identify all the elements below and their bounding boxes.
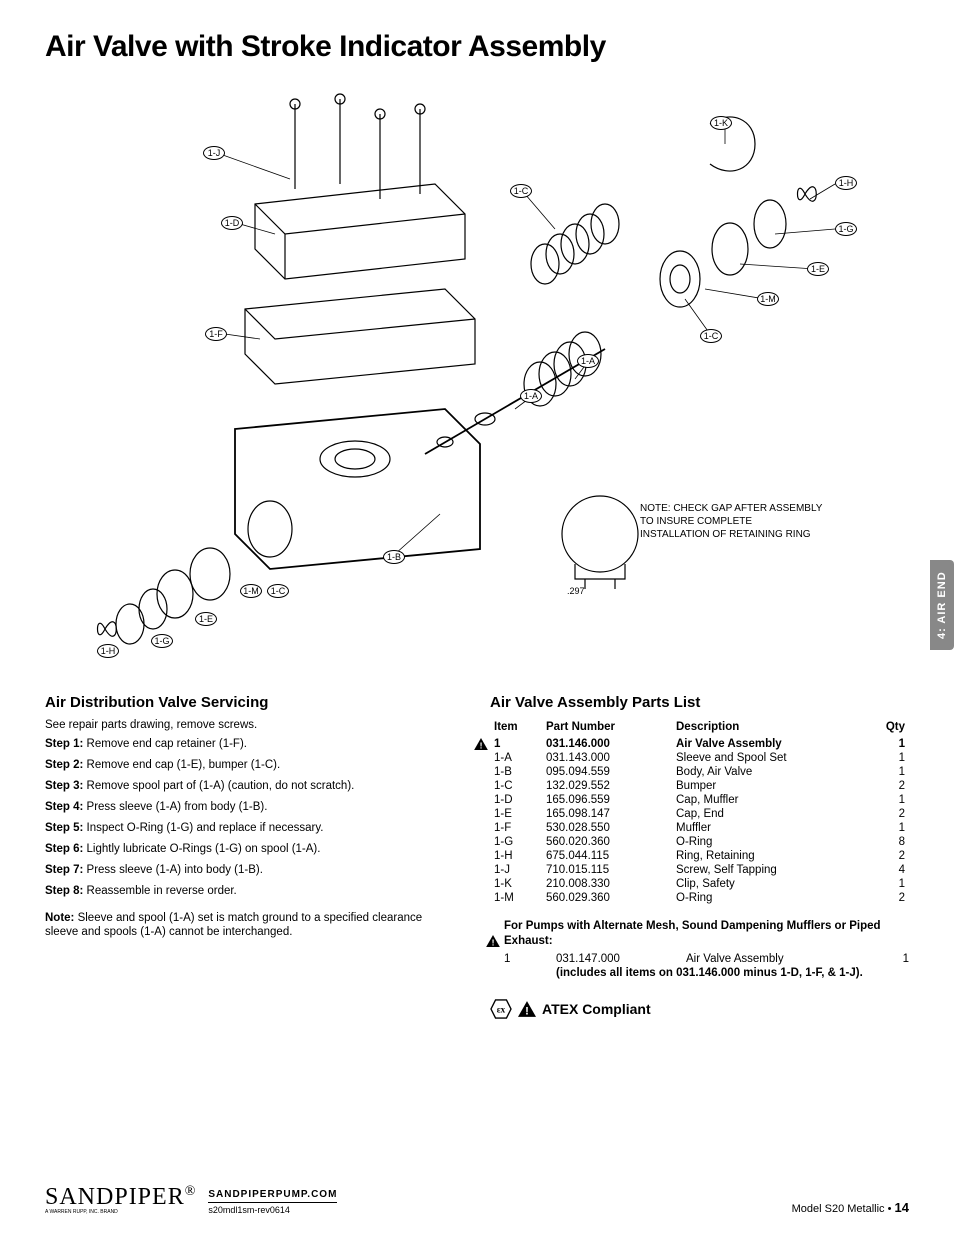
diagram-note: NOTE: CHECK GAP AFTER ASSEMBLY TO INSURE… [640,502,822,541]
step: Step 5: Inspect O-Ring (1-G) and replace… [45,821,450,836]
svg-text:!: ! [492,937,495,947]
callout: 1-E [807,262,829,276]
th-item: Item [490,719,542,737]
brand-logo: SANDPIPER® A WARREN RUPP, INC. BRAND [45,1184,196,1215]
ex-icon: εx [490,999,512,1019]
alt-heading: For Pumps with Alternate Mesh, Sound Dam… [490,919,909,949]
servicing-note: Note: Sleeve and spool (1-A) set is matc… [45,911,450,941]
th-qty: Qty [879,719,909,737]
table-row: 1-K210.008.330Clip, Safety1 [490,877,909,891]
step: Step 6: Lightly lubricate O-Rings (1-G) … [45,842,450,857]
svg-text:!: ! [480,740,483,750]
callout: 1-H [97,644,119,658]
callout: 1-C [510,184,532,198]
table-row: !1031.146.000Air Valve Assembly1 [490,737,909,751]
callout: 1-K [710,116,732,130]
th-pn: Part Number [542,719,672,737]
svg-text:εx: εx [497,1005,506,1015]
warning-icon: ! [474,738,488,750]
table-row: 1-C132.029.552Bumper2 [490,779,909,793]
servicing-column: Air Distribution Valve Servicing See rep… [45,694,450,1019]
footer-url: SANDPIPERPUMP.COM [208,1189,337,1203]
step: Step 8: Reassemble in reverse order. [45,884,450,899]
table-row: 1-A031.143.000Sleeve and Spool Set1 [490,751,909,765]
callout: 1-G [835,222,857,236]
exploded-diagram: 1-J 1-D 1-F 1-B 1-M 1-C 1-E 1-G 1-H 1-C … [45,84,909,674]
gap-dimension: .297 [567,586,585,598]
section-tab: 4: AIR END [930,560,954,650]
table-row: 1-D165.096.559Cap, Muffler1 [490,793,909,807]
callout: 1-A [520,389,542,403]
warning-icon: ! [486,935,500,947]
warning-icon: ! [518,1001,536,1017]
step: Step 1: Remove end cap retainer (1-F). [45,737,450,752]
servicing-heading: Air Distribution Valve Servicing [45,694,450,711]
svg-text:!: ! [525,1006,529,1017]
callout: 1-E [195,612,217,626]
table-row: 1-F530.028.550Muffler1 [490,821,909,835]
parts-heading: Air Valve Assembly Parts List [490,694,909,711]
footer-rev: s20mdl1sm-rev0614 [208,1205,337,1215]
callout: 1-D [221,216,243,230]
step: Step 4: Press sleeve (1-A) from body (1-… [45,800,450,815]
servicing-intro: See repair parts drawing, remove screws. [45,719,450,731]
atex-compliant: εx ! ATEX Compliant [490,999,909,1019]
callout: 1-C [267,584,289,598]
step: Step 2: Remove end cap (1-E), bumper (1-… [45,758,450,773]
page-title: Air Valve with Stroke Indicator Assembly [45,30,909,64]
step: Step 7: Press sleeve (1-A) into body (1-… [45,863,450,878]
callout: 1-M [240,584,262,598]
callout: 1-G [151,634,173,648]
table-row: 1-G560.020.360O-Ring8 [490,835,909,849]
footer-model: Model S20 Metallic • 14 [792,1200,909,1215]
callout: 1-M [757,292,779,306]
table-row: 1-E165.098.147Cap, End2 [490,807,909,821]
alt-parts-row: 1 031.147.000 Air Valve Assembly 1 [490,953,909,965]
callout: 1-J [203,146,225,160]
page-footer: SANDPIPER® A WARREN RUPP, INC. BRAND SAN… [45,1184,909,1215]
table-row: 1-M560.029.360O-Ring2 [490,891,909,905]
callout: 1-A [577,354,599,368]
table-row: 1-H675.044.115Ring, Retaining2 [490,849,909,863]
th-desc: Description [672,719,879,737]
callout: 1-C [700,329,722,343]
callout: 1-F [205,327,227,341]
step: Step 3: Remove spool part of (1-A) (caut… [45,779,450,794]
table-row: 1-B095.094.559Body, Air Valve1 [490,765,909,779]
callout: 1-B [383,550,405,564]
parts-table: Item Part Number Description Qty !1031.1… [490,719,909,905]
parts-column: Air Valve Assembly Parts List Item Part … [490,694,909,1019]
callout: 1-H [835,176,857,190]
includes-note: (includes all items on 031.146.000 minus… [490,967,909,979]
table-row: 1-J710.015.115Screw, Self Tapping4 [490,863,909,877]
